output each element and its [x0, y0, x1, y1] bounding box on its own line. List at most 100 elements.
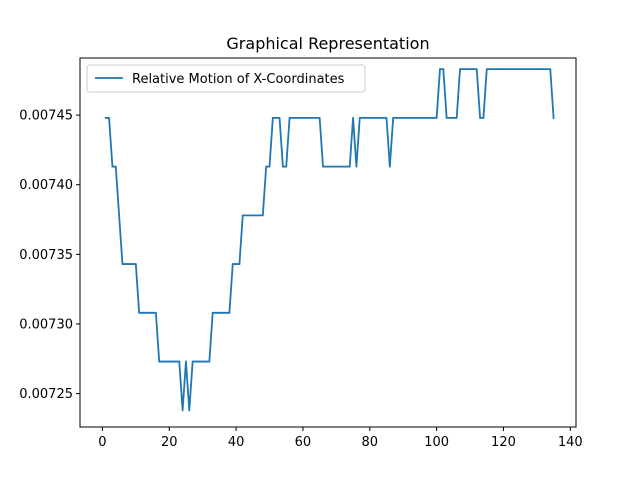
data-point — [225, 311, 227, 314]
data-point — [388, 165, 391, 168]
data-point — [161, 360, 164, 363]
legend-label: Relative Motion of X-Coordinates — [132, 72, 345, 87]
data-point — [395, 116, 398, 119]
data-point — [315, 116, 318, 119]
data-point — [415, 116, 418, 119]
data-point — [251, 214, 254, 217]
data-point — [305, 116, 308, 119]
data-point — [308, 116, 311, 119]
data-point — [429, 116, 431, 119]
data-point — [265, 165, 268, 168]
y-tick-label: 0.00735 — [19, 248, 73, 263]
data-point — [338, 165, 341, 168]
data-point — [195, 360, 197, 363]
data-point — [439, 68, 441, 71]
data-point — [261, 214, 264, 217]
data-point — [365, 116, 368, 119]
data-point — [489, 68, 491, 71]
data-point — [332, 165, 334, 168]
data-point — [422, 116, 425, 119]
x-tick-label: 100 — [424, 435, 449, 450]
data-point — [408, 116, 411, 119]
x-tick-label: 20 — [161, 435, 178, 450]
data-point — [325, 165, 328, 168]
data-point — [281, 165, 284, 168]
data-point — [154, 311, 157, 314]
data-point — [271, 116, 274, 119]
y-axis-ticks: 0.00725 0.00730 0.00735 0.00740 0.00745 — [19, 109, 80, 402]
data-point — [459, 68, 461, 71]
data-point — [275, 116, 278, 119]
data-point — [255, 214, 258, 217]
data-point — [469, 68, 471, 71]
data-point — [532, 68, 535, 71]
data-point — [355, 165, 358, 168]
data-point — [168, 360, 171, 363]
data-point — [238, 263, 241, 265]
data-point — [425, 116, 428, 119]
data-point — [158, 360, 161, 363]
data-point — [288, 116, 291, 119]
data-point — [455, 116, 458, 119]
x-tick-label: 140 — [558, 435, 583, 450]
data-point — [342, 165, 344, 168]
data-point — [499, 68, 502, 71]
data-point — [378, 116, 381, 119]
y-tick-label: 0.00725 — [19, 387, 73, 402]
data-point — [228, 311, 231, 314]
data-point — [402, 116, 405, 119]
data-point — [245, 214, 248, 217]
data-point — [515, 68, 518, 71]
x-tick-label: 40 — [228, 435, 245, 450]
data-point — [492, 68, 495, 71]
data-point — [335, 165, 338, 168]
data-point — [452, 116, 455, 119]
data-point — [111, 165, 114, 168]
x-tick-label: 0 — [98, 435, 106, 450]
chart-title: Graphical Representation — [226, 34, 429, 53]
data-point — [495, 68, 498, 71]
data-point — [144, 311, 147, 314]
data-point — [258, 214, 261, 217]
data-point — [218, 311, 221, 314]
data-point — [185, 360, 187, 363]
data-point — [148, 311, 151, 314]
data-point — [485, 68, 488, 71]
data-point — [462, 68, 465, 71]
data-point — [138, 311, 141, 314]
legend-box — [86, 64, 366, 93]
data-point — [432, 116, 435, 119]
data-point — [205, 360, 207, 363]
data-point — [412, 116, 415, 119]
data-point — [549, 68, 552, 71]
data-point — [442, 68, 445, 71]
y-tick-label: 0.00740 — [19, 178, 73, 193]
data-point — [382, 116, 385, 119]
data-point — [502, 68, 505, 71]
data-point — [509, 68, 512, 71]
plot-frame — [79, 57, 577, 428]
data-point — [134, 263, 137, 265]
data-point — [475, 68, 478, 71]
data-point — [519, 68, 522, 71]
data-point — [472, 68, 475, 71]
data-point — [151, 311, 154, 314]
data-point — [445, 116, 448, 119]
data-point — [385, 116, 388, 119]
data-point — [268, 165, 271, 168]
data-point — [368, 116, 371, 119]
data-point — [512, 68, 515, 71]
x-tick-label: 80 — [362, 435, 379, 450]
data-point — [114, 165, 117, 168]
data-point — [465, 68, 468, 71]
data-point — [108, 116, 110, 119]
data-point — [118, 214, 121, 217]
x-axis-ticks: 0 20 40 60 80 100 120 140 — [98, 427, 583, 450]
data-point — [392, 116, 395, 119]
data-point — [398, 116, 401, 119]
x-tick-label: 120 — [491, 435, 516, 450]
data-point — [348, 165, 351, 168]
data-point — [539, 68, 542, 71]
data-point — [352, 116, 354, 119]
